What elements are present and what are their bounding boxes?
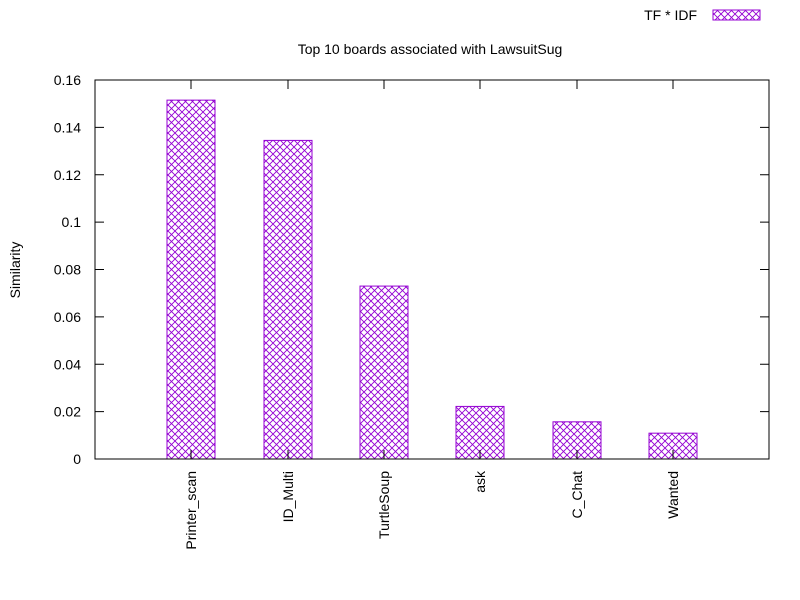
y-tick-label: 0.06 [54,309,81,325]
bar-turtlesoup [359,285,409,460]
y-axis-ticks: 0 0.02 0.04 0.06 0.08 0.1 0.12 0.14 0.16 [54,72,769,467]
x-axis-ticks: Printer_scan ID_Multi TurtleSoup ask C_Chat W… [183,80,681,550]
y-tick-label: 0 [73,451,81,467]
x-tick-label: Printer_scan [183,471,199,550]
legend-label: TF * IDF [644,7,697,23]
y-axis-label: Similarity [7,242,23,299]
y-tick-label: 0.04 [54,356,81,372]
legend-swatch [712,9,761,21]
x-tick-label: TurtleSoup [376,471,392,539]
legend: TF * IDF [644,7,761,23]
bar-printer-scan [166,99,216,460]
x-tick-label: ask [472,470,488,493]
y-tick-label: 0.1 [62,214,82,230]
y-tick-label: 0.12 [54,167,81,183]
chart-title: Top 10 boards associated with LawsuitSug [298,41,563,57]
y-tick-label: 0.02 [54,404,81,420]
bars [166,99,698,460]
x-tick-label: ID_Multi [280,471,296,522]
y-tick-label: 0.14 [54,119,81,135]
y-tick-label: 0.08 [54,262,81,278]
plot-frame [94,79,770,460]
x-tick-label: Wanted [665,471,681,519]
x-tick-label: C_Chat [569,471,585,519]
y-tick-label: 0.16 [54,72,81,88]
bar-id-multi [263,139,313,460]
